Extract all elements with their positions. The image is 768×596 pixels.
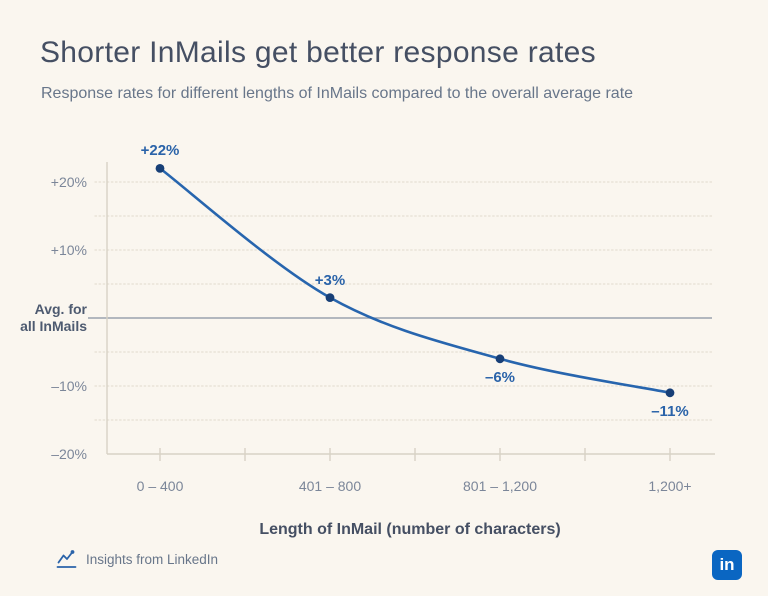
data-point (495, 354, 505, 364)
linkedin-logo: in (712, 550, 742, 580)
response-rate-curve (158, 167, 672, 395)
data-point (325, 293, 335, 302)
linkedin-logo-text: in (719, 554, 735, 574)
x-axis-title: Length of InMail (number of characters) (259, 521, 561, 538)
insights-label: Insights from LinkedIn (86, 551, 219, 567)
chart-subtitle: Response rates for different lengths of … (41, 85, 634, 102)
data-point (665, 388, 675, 398)
line-chart-icon (56, 550, 77, 568)
data-point (155, 164, 165, 173)
chart-title: Shorter InMails get better response rate… (40, 36, 596, 69)
insights-attribution: Insights from LinkedIn (56, 547, 218, 571)
